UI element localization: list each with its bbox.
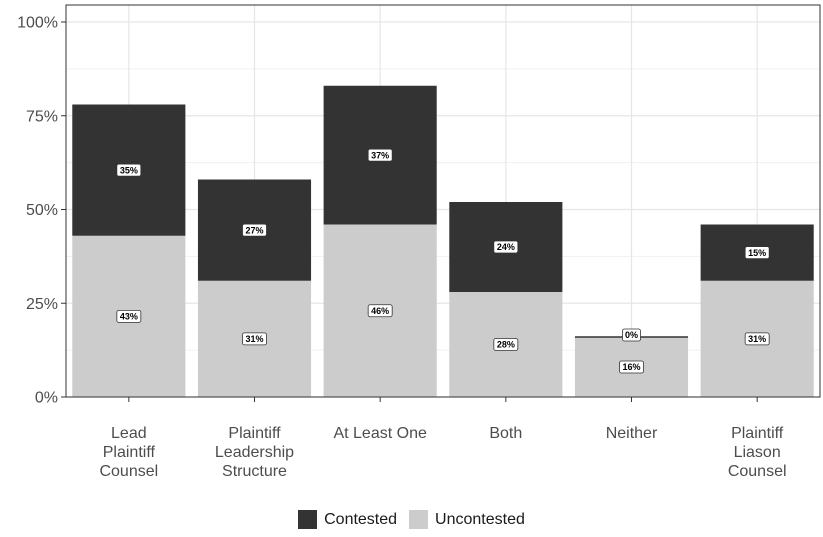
data-label-box — [622, 328, 641, 342]
legend-key-uncontested — [409, 510, 429, 529]
y-tick-label: 100% — [17, 15, 58, 32]
data-label-uncontested-1: 31% — [242, 332, 267, 346]
x-tick-label: Plaintiff Liason Counsel — [728, 425, 787, 480]
data-label-box — [619, 360, 644, 374]
y-tick-label: 25% — [26, 296, 58, 313]
data-label-contested-1: 27% — [242, 223, 267, 237]
data-label-box — [116, 163, 142, 177]
legend-label-uncontested: Uncontested — [435, 510, 525, 528]
y-tick-label: 75% — [26, 108, 58, 125]
data-label-text: 28% — [497, 340, 515, 350]
legend-item-uncontested: Uncontested — [409, 510, 525, 529]
data-label-uncontested-0: 43% — [116, 309, 142, 323]
data-label-box — [367, 148, 393, 162]
data-label-contested-5: 15% — [744, 246, 770, 260]
x-tick-label: Neither — [606, 425, 658, 442]
data-label-text: 31% — [748, 334, 766, 344]
data-label-box — [367, 304, 393, 318]
data-label-text: 43% — [120, 312, 138, 322]
data-label-box — [744, 246, 770, 260]
data-label-text: 46% — [371, 306, 389, 316]
data-label-text: 0% — [625, 330, 638, 340]
x-tick-label: At Least One — [333, 425, 426, 442]
data-label-text: 24% — [497, 242, 515, 252]
data-label-uncontested-5: 31% — [744, 332, 770, 346]
data-label-text: 27% — [245, 225, 263, 235]
legend: Contested Uncontested — [0, 510, 823, 529]
data-label-contested-4: 0% — [622, 328, 641, 342]
data-label-box — [242, 332, 267, 346]
data-label-uncontested-3: 28% — [493, 338, 519, 351]
data-label-text: 15% — [748, 248, 766, 258]
data-label-box — [242, 223, 267, 237]
data-label-box — [493, 240, 519, 254]
data-label-text: 31% — [245, 334, 263, 344]
data-label-text: 37% — [371, 150, 389, 160]
legend-item-contested: Contested — [298, 510, 397, 529]
plot-panel — [66, 5, 820, 397]
data-label-uncontested-2: 46% — [367, 304, 393, 318]
y-tick-label: 50% — [26, 202, 58, 219]
data-label-uncontested-4: 16% — [619, 360, 644, 374]
data-label-box — [744, 332, 770, 346]
y-tick-label: 0% — [35, 390, 58, 407]
legend-key-contested — [298, 510, 318, 529]
panel-border — [65, 4, 821, 398]
data-label-contested-0: 35% — [116, 163, 142, 177]
data-label-contested-3: 24% — [493, 240, 519, 254]
data-label-contested-2: 37% — [367, 148, 393, 162]
data-label-box — [116, 309, 142, 323]
data-label-text: 16% — [622, 362, 640, 372]
x-tick-label: Plaintiff Leadership Structure — [215, 425, 294, 480]
data-label-text: 35% — [120, 165, 138, 175]
x-tick-label: Lead Plaintiff Counsel — [99, 425, 158, 480]
legend-label-contested: Contested — [324, 510, 398, 528]
data-label-box — [493, 338, 519, 351]
x-tick-label: Both — [489, 425, 522, 442]
